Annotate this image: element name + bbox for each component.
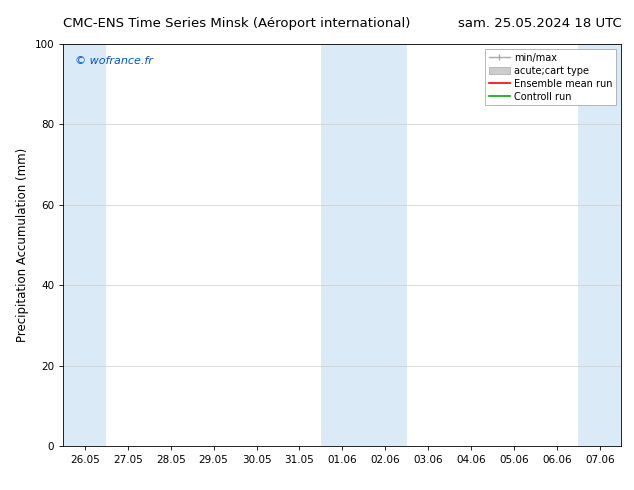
Text: sam. 25.05.2024 18 UTC: sam. 25.05.2024 18 UTC [458, 17, 621, 30]
Text: CMC-ENS Time Series Minsk (Aéroport international): CMC-ENS Time Series Minsk (Aéroport inte… [63, 17, 411, 30]
Legend: min/max, acute;cart type, Ensemble mean run, Controll run: min/max, acute;cart type, Ensemble mean … [485, 49, 616, 105]
Bar [321, 44, 407, 446]
Text: © wofrance.fr: © wofrance.fr [75, 56, 152, 66]
Y-axis label: Precipitation Accumulation (mm): Precipitation Accumulation (mm) [16, 148, 29, 342]
Bar [63, 44, 107, 446]
Bar [578, 44, 621, 446]
